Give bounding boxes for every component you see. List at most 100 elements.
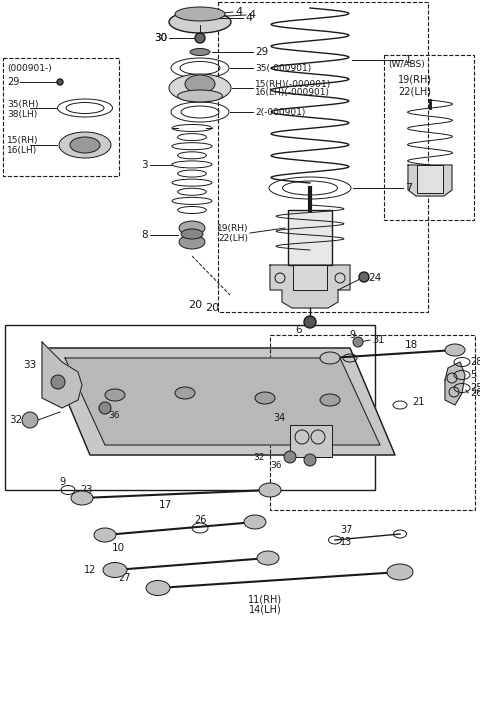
Text: 36: 36 — [271, 461, 282, 470]
Bar — [290, 425, 332, 457]
Text: 33: 33 — [23, 360, 36, 370]
Text: 38(LH): 38(LH) — [7, 111, 37, 119]
Ellipse shape — [59, 132, 111, 158]
Ellipse shape — [71, 491, 93, 505]
Ellipse shape — [259, 483, 281, 497]
Text: 19(RH): 19(RH) — [398, 75, 432, 85]
Ellipse shape — [103, 562, 127, 578]
Ellipse shape — [387, 564, 413, 580]
Text: 4: 4 — [235, 7, 242, 17]
Ellipse shape — [445, 344, 465, 356]
Ellipse shape — [175, 7, 225, 21]
Ellipse shape — [181, 229, 203, 239]
Text: 15(RH): 15(RH) — [7, 135, 38, 144]
Ellipse shape — [146, 580, 170, 596]
Polygon shape — [42, 342, 82, 408]
Ellipse shape — [320, 394, 340, 406]
Ellipse shape — [185, 75, 215, 93]
Text: 20: 20 — [188, 300, 202, 310]
Circle shape — [304, 454, 316, 466]
Text: 17: 17 — [158, 500, 172, 510]
Text: 22(LH): 22(LH) — [398, 87, 431, 97]
Text: 31: 31 — [372, 335, 384, 345]
Text: 4: 4 — [248, 10, 255, 20]
Circle shape — [304, 316, 316, 328]
Bar — [3, 58, 119, 176]
Circle shape — [359, 272, 369, 282]
Text: 37: 37 — [340, 525, 352, 535]
Ellipse shape — [257, 551, 279, 565]
Text: 4: 4 — [245, 13, 252, 23]
Circle shape — [99, 402, 111, 414]
Ellipse shape — [105, 389, 125, 401]
Text: 15(RH)(-000901): 15(RH)(-000901) — [255, 79, 331, 88]
Text: (W/ABS): (W/ABS) — [388, 60, 425, 69]
Bar — [270, 335, 475, 510]
Polygon shape — [45, 348, 395, 455]
Bar — [218, 2, 428, 312]
Text: 8: 8 — [142, 230, 148, 240]
Ellipse shape — [320, 352, 340, 364]
Text: 5: 5 — [470, 370, 476, 380]
Ellipse shape — [244, 515, 266, 529]
Text: 32: 32 — [253, 453, 265, 461]
Circle shape — [284, 451, 296, 463]
Polygon shape — [445, 362, 465, 405]
Text: 27: 27 — [118, 573, 131, 583]
Text: 32: 32 — [9, 415, 22, 425]
Bar — [293, 265, 327, 290]
Text: 35(-000901): 35(-000901) — [255, 64, 311, 72]
Ellipse shape — [169, 74, 231, 102]
Ellipse shape — [175, 387, 195, 399]
Ellipse shape — [178, 90, 223, 102]
Text: 11(RH): 11(RH) — [248, 595, 282, 605]
Text: 20: 20 — [205, 303, 219, 313]
Ellipse shape — [70, 137, 100, 153]
Text: 35(RH): 35(RH) — [7, 100, 38, 109]
Circle shape — [57, 79, 63, 85]
Ellipse shape — [94, 528, 116, 542]
Text: 22(LH): 22(LH) — [218, 233, 248, 243]
Bar — [417, 165, 443, 193]
Text: 26: 26 — [194, 515, 206, 525]
Text: 12: 12 — [84, 565, 96, 575]
Text: 29: 29 — [7, 77, 19, 87]
Text: 19(RH): 19(RH) — [216, 224, 248, 233]
Ellipse shape — [179, 221, 205, 235]
Text: 30: 30 — [154, 33, 167, 43]
Text: 21: 21 — [412, 397, 424, 407]
Text: 4: 4 — [210, 10, 217, 20]
Polygon shape — [408, 165, 452, 196]
Text: 10: 10 — [111, 543, 125, 553]
Text: 24: 24 — [368, 273, 381, 283]
Ellipse shape — [169, 11, 231, 33]
Text: 3: 3 — [142, 160, 148, 170]
Text: 16(LH): 16(LH) — [7, 146, 37, 154]
Text: 9: 9 — [349, 330, 355, 340]
Text: 13: 13 — [340, 537, 352, 547]
Text: 25: 25 — [470, 383, 480, 393]
Circle shape — [22, 412, 38, 428]
Text: 16(LH)(-000901): 16(LH)(-000901) — [255, 88, 330, 97]
Text: 23: 23 — [80, 485, 92, 495]
Polygon shape — [270, 265, 350, 308]
Circle shape — [353, 337, 363, 347]
Text: 29: 29 — [255, 47, 268, 57]
Text: 28: 28 — [470, 357, 480, 367]
Text: 2600: 2600 — [470, 388, 480, 398]
Bar — [5, 325, 375, 490]
Text: 6: 6 — [295, 325, 302, 335]
Bar — [288, 210, 332, 265]
Polygon shape — [65, 358, 380, 445]
Ellipse shape — [190, 48, 210, 55]
Text: 18: 18 — [405, 340, 418, 350]
Text: 1: 1 — [405, 55, 412, 65]
Text: (000901-): (000901-) — [7, 64, 52, 72]
Text: 30: 30 — [154, 33, 167, 43]
Ellipse shape — [179, 235, 205, 249]
Text: 36: 36 — [108, 411, 120, 419]
Text: 2(-000901): 2(-000901) — [255, 107, 305, 116]
Text: 34: 34 — [274, 413, 286, 423]
Ellipse shape — [255, 392, 275, 404]
Bar — [384, 55, 474, 220]
